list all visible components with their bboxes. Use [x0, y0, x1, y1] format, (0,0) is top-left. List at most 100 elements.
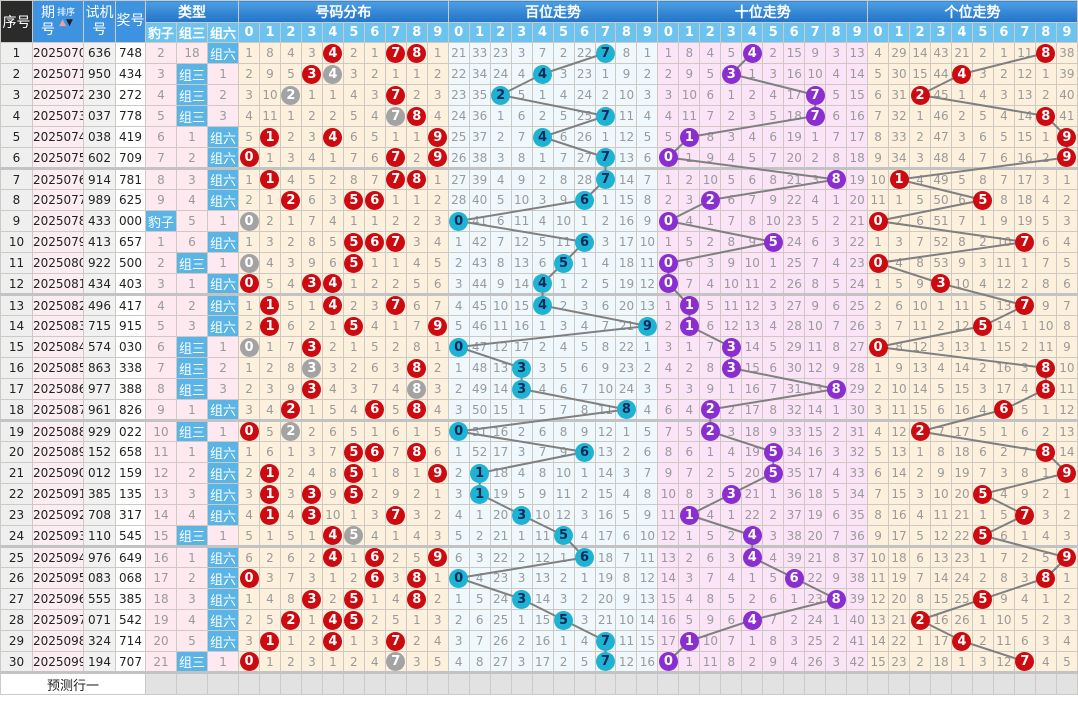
predict-cell[interactable] [552, 671, 575, 695]
tens-cell-0: 0 [657, 252, 680, 274]
predict-cell[interactable] [678, 671, 701, 695]
predict-cell[interactable] [657, 671, 680, 695]
hundreds-cell-0: 0 [447, 567, 470, 589]
predict-cell[interactable] [825, 671, 848, 695]
predict-cell[interactable] [300, 671, 323, 695]
dist-cell-3: 1 [300, 609, 323, 631]
dist-cell-2: 5 [279, 293, 302, 316]
predict-cell[interactable] [636, 671, 659, 695]
dist-cell-9: 1 [426, 42, 449, 64]
dist-cell-4: 1 [321, 567, 344, 589]
type-cell-1: 组三 [176, 336, 208, 358]
dist-cell-5: 1 [342, 273, 365, 295]
hundreds-cell-0: 5 [447, 315, 470, 337]
units-cell-0: 9 [867, 147, 890, 169]
tens-cell-1: 4 [678, 210, 701, 232]
predict-cell[interactable] [699, 671, 722, 695]
predict-cell[interactable] [176, 671, 208, 695]
predict-cell[interactable] [468, 671, 491, 695]
subheader-units-6: 6 [992, 22, 1015, 43]
predict-cell[interactable] [846, 671, 869, 695]
units-cell-6: 6 [992, 147, 1015, 169]
tens-cell-9: 40 [846, 609, 869, 631]
digit-ball: 2 [281, 190, 301, 210]
predict-cell[interactable] [762, 671, 785, 695]
predict-cell[interactable] [321, 671, 344, 695]
hundreds-cell-2: 5 [489, 189, 512, 211]
units-ball: 7 [1015, 232, 1035, 252]
predict-cell[interactable] [783, 671, 806, 695]
dist-cell-3: 1 [300, 399, 323, 421]
dist-cell-0: 2 [238, 609, 260, 631]
tens-ball: 0 [658, 274, 678, 293]
cell-issue: 2025096 [32, 588, 84, 610]
table-row: 25 2025094 976 649 16 1 组六 6 2 6 2 4 1 6 2 5 9 6 3 22 2 12 1 6 1… [0, 545, 1078, 568]
predict-cell[interactable] [594, 671, 617, 695]
cell-trial: 715 [83, 315, 116, 337]
units-cell-2: 12 [909, 336, 931, 358]
type-cell-1: 1 [176, 273, 208, 295]
tens-cell-4: 7 [741, 189, 764, 211]
units-cell-8: 1 [1034, 588, 1057, 610]
units-cell-1: 2 [888, 210, 911, 232]
tens-cell-0: 2 [657, 189, 680, 211]
predict-cell[interactable] [992, 671, 1015, 695]
cell-trial: 950 [83, 63, 116, 85]
predict-cell[interactable] [615, 671, 638, 695]
predict-cell[interactable] [1055, 671, 1078, 695]
dist-cell-1: 10 [259, 84, 281, 106]
predict-cell[interactable] [971, 671, 994, 695]
predict-cell[interactable] [531, 671, 554, 695]
predict-cell[interactable] [867, 671, 890, 695]
type-cell-2: 1 [206, 419, 240, 442]
hundreds-cell-7: 16 [594, 504, 617, 526]
type-cell-1: 4 [176, 504, 208, 526]
predict-cell[interactable] [573, 671, 596, 695]
predict-cell[interactable] [950, 671, 973, 695]
predict-cell[interactable] [447, 671, 470, 695]
predict-cell[interactable] [279, 671, 302, 695]
predict-cell[interactable] [720, 671, 743, 695]
predict-cell[interactable] [489, 671, 512, 695]
sort-toggle[interactable]: 排序 ▲▼ [57, 8, 75, 28]
dist-cell-9: 9 [426, 545, 449, 568]
subheader-dist-4: 4 [321, 22, 344, 43]
hundreds-cell-8: 5 [615, 504, 638, 526]
cell-draw: 135 [115, 483, 146, 505]
predict-cell[interactable] [510, 671, 533, 695]
cell-trial: 071 [83, 609, 116, 631]
cell-trial: 977 [83, 378, 116, 400]
dist-cell-4: 4 [321, 42, 344, 64]
predict-cell[interactable] [804, 671, 827, 695]
predict-cell[interactable] [342, 671, 365, 695]
predict-cell[interactable] [930, 671, 952, 695]
units-cell-4: 9 [950, 252, 973, 274]
predict-cell[interactable] [426, 671, 449, 695]
units-cell-5: 1 [971, 336, 994, 358]
predict-cell[interactable] [259, 671, 281, 695]
units-cell-5: 5 [971, 315, 994, 337]
predict-cell[interactable] [1034, 671, 1057, 695]
units-cell-2: 14 [909, 42, 931, 64]
dist-cell-4: 9 [321, 483, 344, 505]
tens-cell-9: 28 [846, 357, 869, 379]
predict-cell[interactable] [909, 671, 931, 695]
units-cell-3: 13 [930, 545, 952, 568]
header-issue[interactable]: 期号排序 ▲▼ [32, 0, 84, 43]
predict-cell[interactable] [888, 671, 911, 695]
digit-ball: 4 [323, 610, 343, 630]
units-cell-5: 3 [971, 63, 994, 85]
predict-cell[interactable] [363, 671, 386, 695]
tens-cell-0: 1 [657, 42, 680, 64]
subheader-units-8: 8 [1034, 22, 1057, 43]
units-cell-7: 11 [1013, 42, 1036, 64]
tens-cell-3: 12 [720, 315, 743, 337]
predict-cell[interactable] [206, 671, 240, 695]
predict-cell[interactable] [405, 671, 428, 695]
predict-cell[interactable] [384, 671, 407, 695]
predict-cell[interactable] [1013, 671, 1036, 695]
predict-cell[interactable] [145, 671, 177, 695]
predict-cell[interactable] [238, 671, 260, 695]
predict-cell[interactable] [741, 671, 764, 695]
tens-cell-4: 21 [741, 483, 764, 505]
